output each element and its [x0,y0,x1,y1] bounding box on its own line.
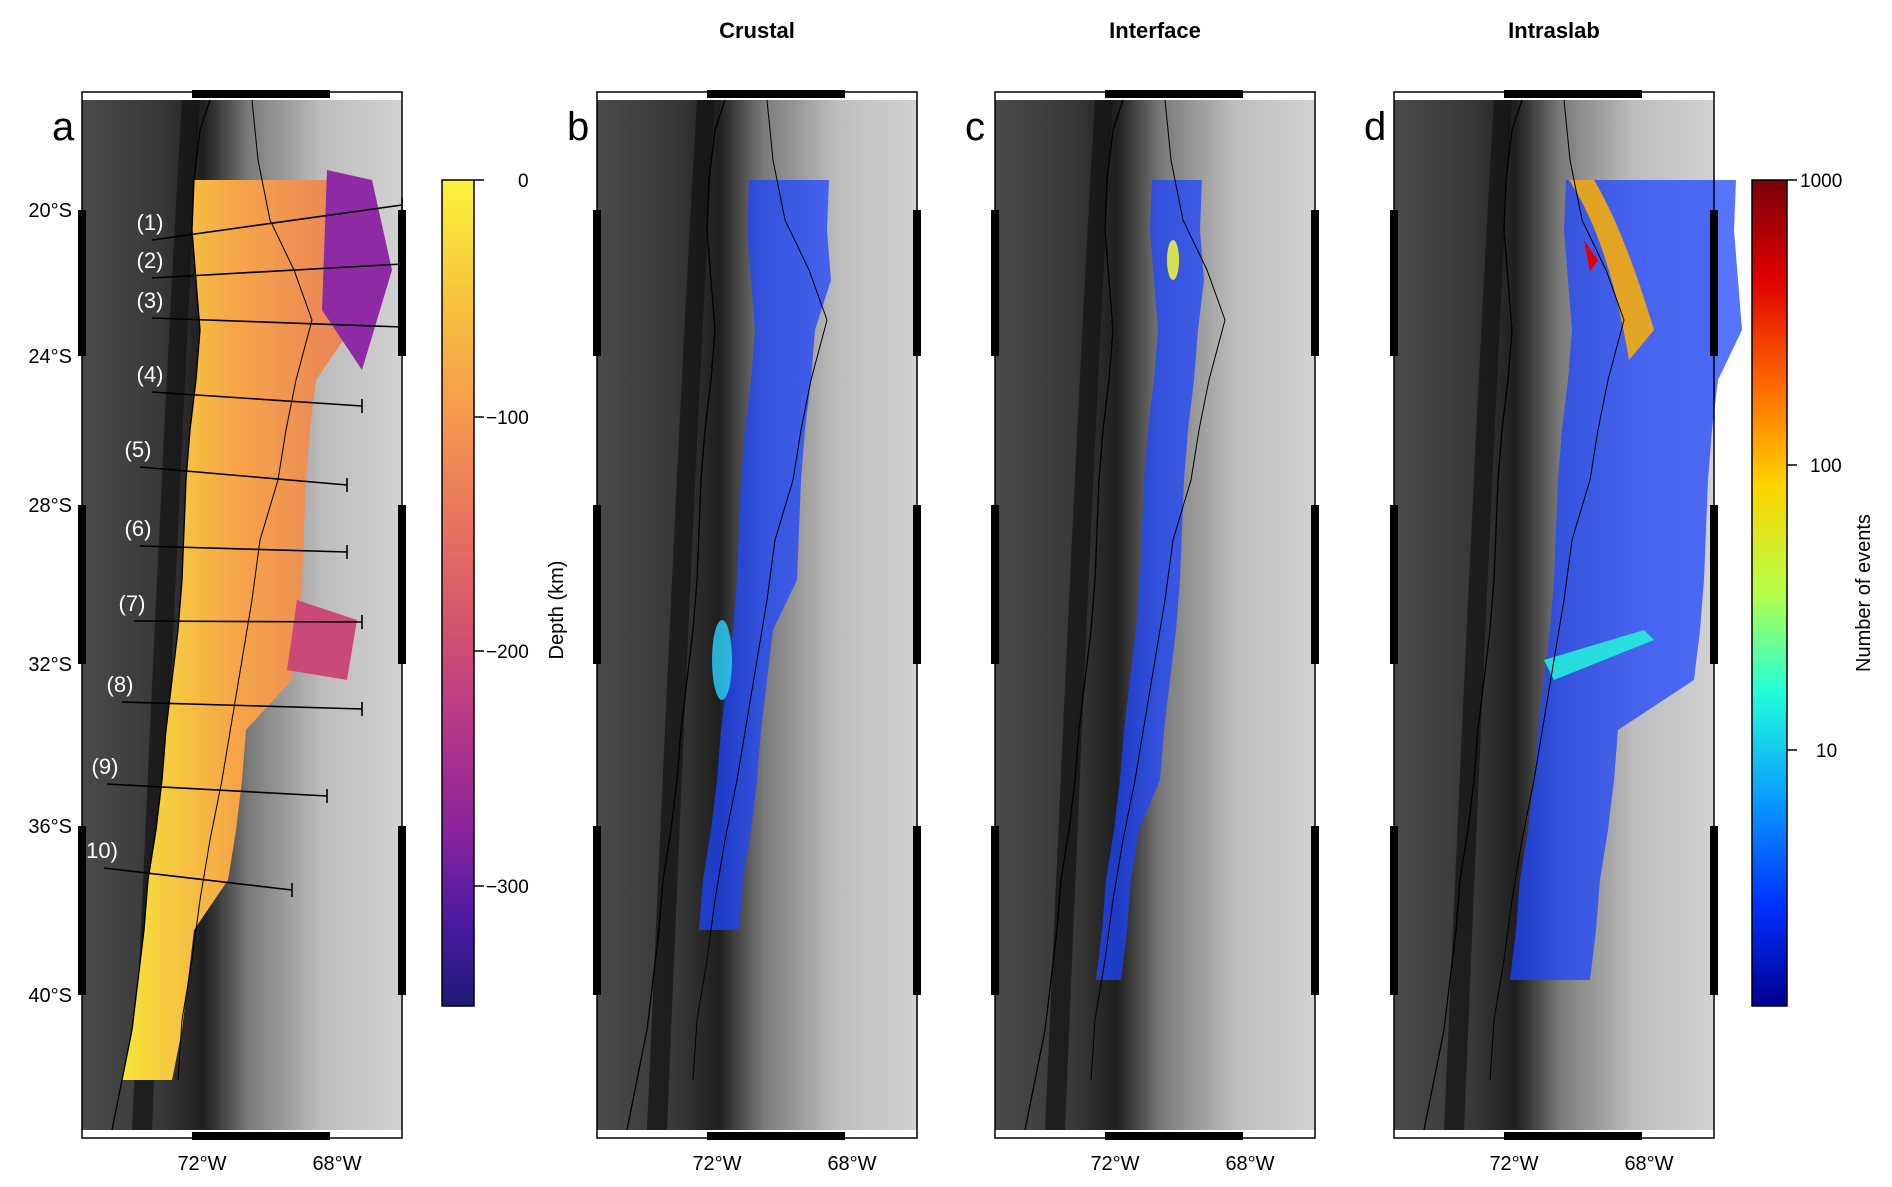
profile-label: (6) [125,516,152,541]
frame-bar-left [593,210,601,356]
frame-bar-top [1105,90,1243,98]
count-tick-1000: 1000 [1800,171,1842,192]
depth-tick-0: 0 [518,171,529,192]
density-hotspot [1167,240,1179,280]
profile-label: (1) [137,210,164,235]
count-tick-100: 100 [1810,456,1842,477]
lat-tick-label: 24°S [28,346,72,368]
frame-bar-left [78,210,86,356]
frame-bar-right [398,826,406,995]
density-hotspot [712,620,732,700]
depth-tick-300: −300 [486,877,529,898]
frame-bar-bottom [707,1132,845,1140]
frame-bar-right [1710,210,1718,356]
depth-colorbar-ramp [442,180,474,1006]
profile-label: (3) [137,288,164,313]
count-tick-10: 10 [1816,741,1837,762]
frame-bar-bottom [1105,1132,1243,1140]
lon-tick-label: 68°W [1624,1153,1673,1175]
frame-bar-right [1311,210,1319,356]
count-colorbar-label: Number of events [1853,514,1875,672]
profile-label: 10) [86,838,118,863]
frame-bar-left [991,210,999,356]
depth-tick-200: −200 [486,642,529,663]
lat-tick-label: 20°S [28,200,72,222]
frame-bar-left [78,505,86,664]
frame-bar-top [1504,90,1642,98]
frame-bar-left [991,505,999,664]
frame-bar-left [1390,210,1398,356]
profile-label: (2) [137,248,164,273]
frame-bar-right [913,210,921,356]
profile-label: (7) [119,591,146,616]
frame-bar-left [1390,826,1398,995]
panel-d: d Intraslab 72°W 68°W [1364,18,1742,1175]
lat-tick-label: 28°S [28,495,72,517]
frame-bar-left [78,826,86,995]
frame-bar-right [1311,505,1319,664]
profile-label: (5) [125,437,152,462]
lon-tick-label: 72°W [1090,1153,1139,1175]
panel-c: c Interface 72°W 68°W [965,18,1319,1175]
panel-title: Crustal [719,18,795,43]
frame-bar-left [593,826,601,995]
frame-bar-right [1311,826,1319,995]
frame-bar-left [991,826,999,995]
profile-line [134,621,362,622]
frame-bar-bottom [192,1132,330,1140]
panel-letter: d [1364,105,1386,149]
count-colorbar: 1000 100 10 Number of events [1752,171,1875,1006]
lon-tick-label: 72°W [177,1153,226,1175]
profile-label: (4) [137,362,164,387]
panel-title: Intraslab [1508,18,1600,43]
panel-letter: b [567,105,589,149]
profile-label: (9) [92,754,119,779]
frame-bar-right [913,826,921,995]
frame-bar-right [913,505,921,664]
lon-tick-label: 72°W [1489,1153,1538,1175]
panel-letter: a [52,105,75,149]
frame-bar-bottom [1504,1132,1642,1140]
count-colorbar-ramp [1752,180,1787,1006]
frame-bar-left [593,505,601,664]
lat-tick-label: 32°S [28,654,72,676]
lat-tick-label: 36°S [28,816,72,838]
frame-bar-right [398,505,406,664]
profile-label: (8) [107,672,134,697]
lon-tick-label: 72°W [692,1153,741,1175]
frame-bar-top [707,90,845,98]
panel-title: Interface [1109,18,1201,43]
depth-colorbar: 0 −100 −200 −300 Depth (km) [442,171,568,1006]
panel-b: b Crustal 72°W 68°W [567,18,921,1175]
depth-tick-100: −100 [486,408,529,429]
depth-colorbar-label: Depth (km) [546,561,568,660]
panel-a: a 72°W 68°W 20°S 24°S 28°S 32°S 36°S 40°S (1) (2) (… [28,90,406,1175]
lon-tick-label: 68°W [312,1153,361,1175]
frame-bar-right [1710,826,1718,995]
frame-bar-right [1710,505,1718,664]
frame-bar-top [192,90,330,98]
frame-bar-right [398,210,406,356]
panel-letter: c [965,105,985,149]
lon-tick-label: 68°W [1225,1153,1274,1175]
lat-tick-label: 40°S [28,985,72,1007]
frame-bar-left [1390,505,1398,664]
lon-tick-label: 68°W [827,1153,876,1175]
